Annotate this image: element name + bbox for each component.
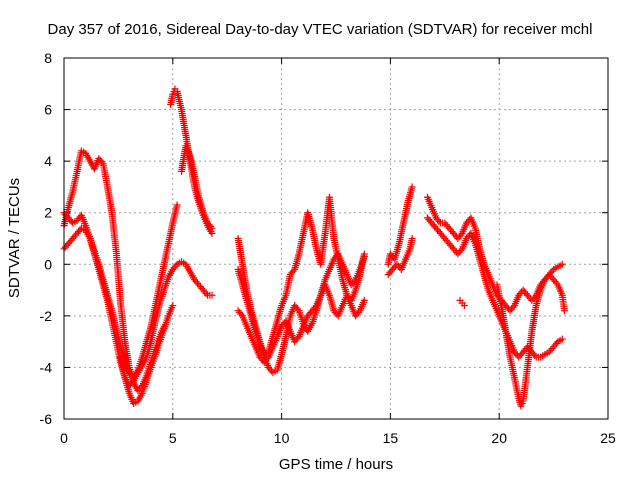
y-tick-label: 2 — [44, 205, 52, 221]
series-trace-2 — [60, 224, 216, 389]
x-tick-label: 15 — [383, 430, 399, 446]
series-trace-14 — [493, 271, 568, 410]
data-points — [60, 85, 568, 410]
x-tick-label: 0 — [60, 430, 68, 446]
x-tick-label: 5 — [169, 430, 177, 446]
y-tick-labels: -6 -4 -2 0 2 4 6 8 — [40, 50, 53, 427]
x-tick-label: 20 — [491, 430, 507, 446]
y-axis-label: SDTVAR / TECUs — [6, 178, 23, 298]
series-trace-11 — [384, 235, 416, 279]
series-trace-6 — [178, 142, 216, 232]
plot-frame — [63, 57, 609, 420]
series-trace-9 — [234, 281, 368, 366]
series-trace-12 — [423, 193, 566, 315]
y-tick-label: -6 — [40, 411, 53, 427]
series-trace-10 — [384, 183, 416, 268]
y-tick-label: 0 — [44, 256, 52, 272]
chart-title: Day 357 of 2016, Sidereal Day-to-day VTE… — [48, 21, 593, 38]
x-tick-label: 25 — [600, 430, 616, 446]
y-tick-label: -4 — [40, 359, 53, 375]
x-axis-label: GPS time / hours — [279, 456, 393, 473]
axis-ticks — [63, 57, 609, 420]
series-trace-4 — [117, 302, 177, 408]
y-tick-label: 6 — [44, 102, 52, 118]
x-tick-label: 10 — [274, 430, 290, 446]
y-tick-label: 4 — [44, 153, 52, 169]
y-tick-label: 8 — [44, 50, 52, 66]
series-trace-15 — [456, 296, 468, 310]
y-tick-label: -2 — [40, 308, 53, 324]
x-tick-labels: 0 5 10 15 20 25 — [60, 430, 616, 446]
